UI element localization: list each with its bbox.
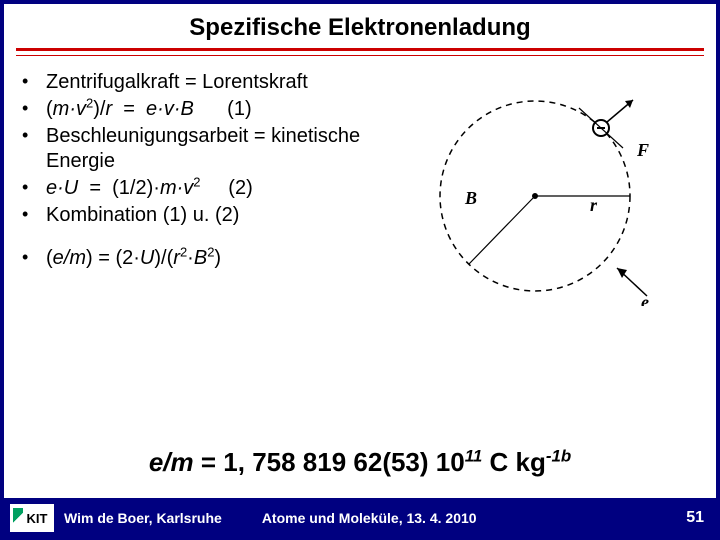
- footer-page-number: 51: [674, 509, 716, 527]
- content-left: •Zentrifugalkraft = Lorentskraft•(m·v2)/…: [22, 70, 382, 306]
- bullet-dot: •: [22, 124, 46, 147]
- bullet-dot: •: [22, 97, 46, 120]
- bullet-text: Zentrifugalkraft = Lorentskraft: [46, 70, 382, 95]
- bullet-dot: •: [22, 246, 46, 269]
- diagram-e-label: e: [641, 292, 649, 306]
- diagram-F-label: F: [636, 140, 649, 160]
- bullet-text: (m·v2)/r = e·v·B (1): [46, 97, 382, 122]
- footer: KIT Wim de Boer, Karlsruhe Atome und Mol…: [4, 500, 716, 536]
- footer-lecture: Atome und Moleküle, 13. 4. 2010: [262, 510, 674, 526]
- slide-panel: Spezifische Elektronenladung •Zentrifuga…: [4, 4, 716, 498]
- title-rule-thin: [16, 55, 704, 56]
- bullet-text: (e/m) = (2·U)/(r2·B2): [46, 246, 382, 271]
- diagram-B-label: B: [464, 188, 477, 208]
- bullet-item: •Kombination (1) u. (2): [22, 203, 382, 228]
- bullet-list-b: •(e/m) = (2·U)/(r2·B2): [22, 246, 382, 271]
- bullet-item: •(e/m) = (2·U)/(r2·B2): [22, 246, 382, 271]
- kit-logo-text: KIT: [17, 511, 48, 526]
- bullet-dot: •: [22, 176, 46, 199]
- lorentz-diagram: B r F e: [425, 76, 655, 306]
- bullet-dot: •: [22, 70, 46, 93]
- diagram-r-label: r: [590, 195, 598, 215]
- bullet-item: •Zentrifugalkraft = Lorentskraft: [22, 70, 382, 95]
- content-row: •Zentrifugalkraft = Lorentskraft•(m·v2)/…: [4, 66, 716, 306]
- kit-logo: KIT: [10, 504, 54, 532]
- bullet-item: •e·U = (1/2)·m·v2 (2): [22, 176, 382, 201]
- bullet-text: Beschleunigungsarbeit = kinetische Energ…: [46, 124, 382, 174]
- content-right: B r F e: [382, 70, 698, 306]
- footer-author: Wim de Boer, Karlsruhe: [64, 510, 262, 526]
- title-rule-thick: [16, 48, 704, 51]
- result-formula: e/m = 1, 758 819 62(53) 1011 C kg-1b: [54, 447, 666, 478]
- bullet-text: Kombination (1) u. (2): [46, 203, 382, 228]
- slide-title: Spezifische Elektronenladung: [4, 4, 716, 48]
- bullet-item: •(m·v2)/r = e·v·B (1): [22, 97, 382, 122]
- bullet-list-a: •Zentrifugalkraft = Lorentskraft•(m·v2)/…: [22, 70, 382, 228]
- bullet-item: •Beschleunigungsarbeit = kinetische Ener…: [22, 124, 382, 174]
- bullet-text: e·U = (1/2)·m·v2 (2): [46, 176, 382, 201]
- bullet-dot: •: [22, 203, 46, 226]
